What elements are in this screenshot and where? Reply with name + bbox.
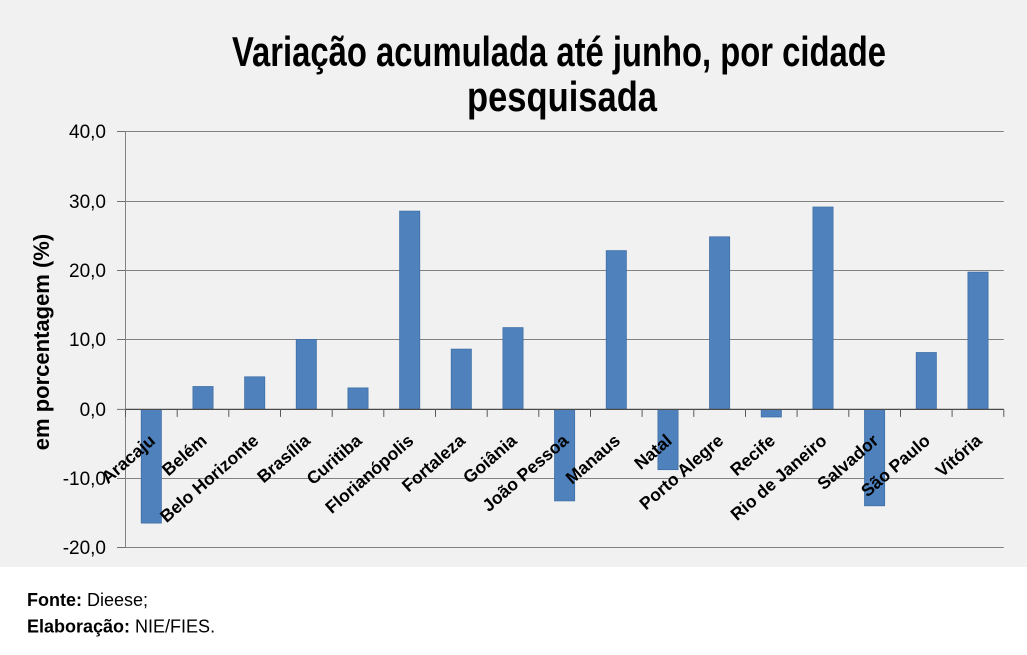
svg-text:pesquisada: pesquisada xyxy=(467,73,658,120)
svg-text:em porcentagem (%): em porcentagem (%) xyxy=(29,234,54,450)
svg-text:Fonte: Dieese;: Fonte: Dieese; xyxy=(27,590,148,610)
svg-text:40,0: 40,0 xyxy=(69,122,106,143)
svg-text:20,0: 20,0 xyxy=(69,261,106,282)
svg-text:-10,0: -10,0 xyxy=(63,469,106,490)
svg-text:Elaboração: NIE/FIES.: Elaboração: NIE/FIES. xyxy=(27,617,215,637)
svg-text:-20,0: -20,0 xyxy=(63,538,106,559)
svg-text:0,0: 0,0 xyxy=(80,400,106,421)
svg-text:Variação acumulada até junho,: Variação acumulada até junho, por cidade xyxy=(232,28,886,75)
svg-text:10,0: 10,0 xyxy=(69,330,106,351)
svg-text:30,0: 30,0 xyxy=(69,192,106,213)
